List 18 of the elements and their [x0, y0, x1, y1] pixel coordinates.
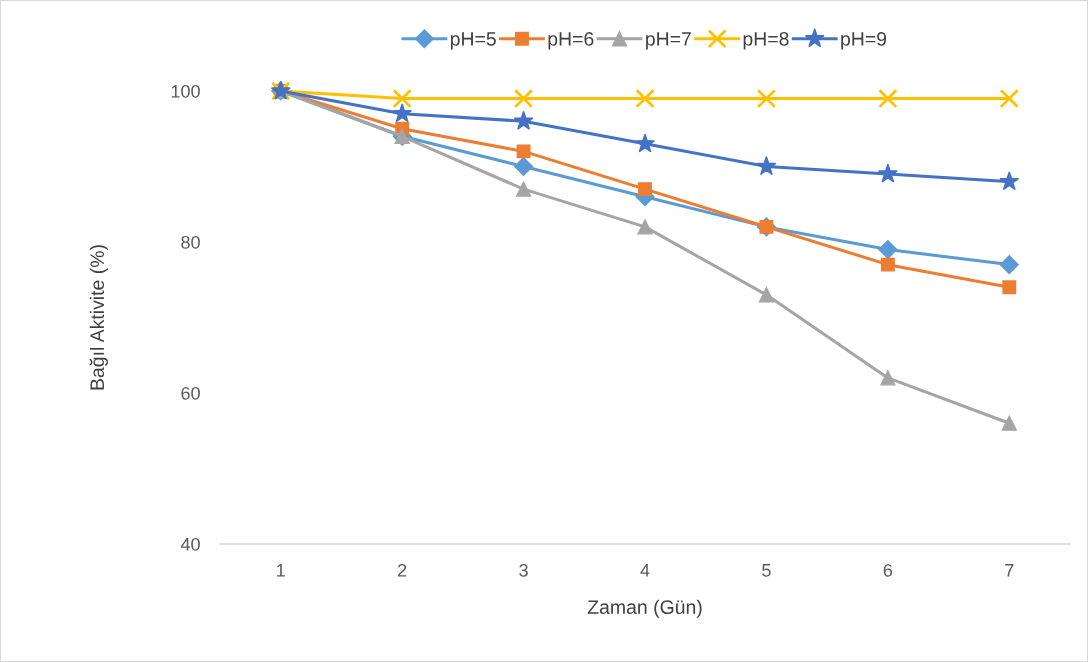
y-tick-label: 60 [181, 386, 200, 400]
legend-label: pH=5 [450, 32, 496, 50]
y-tick-label: 100 [171, 84, 200, 98]
x-axis-title: Zaman (Gün) [587, 599, 702, 618]
legend-label: pH=9 [841, 32, 887, 50]
x-tick-label: 3 [519, 563, 528, 577]
x-tick-label: 1 [277, 564, 285, 577]
x-tick-label: 5 [762, 564, 771, 577]
legend-label: pH=6 [548, 32, 594, 50]
x-tick-label: 6 [883, 563, 893, 577]
x-tick-label: 2 [398, 563, 407, 577]
x-tick-label: 4 [640, 564, 650, 577]
legend-label: pH=7 [646, 32, 691, 50]
y-axis-title: Bağıl Aktivite (%) [89, 245, 108, 390]
y-tick-label: 80 [181, 235, 200, 249]
x-tick-label: 7 [1005, 564, 1014, 577]
y-tick-label: 40 [180, 537, 200, 551]
legend-label: pH=8 [743, 32, 789, 50]
